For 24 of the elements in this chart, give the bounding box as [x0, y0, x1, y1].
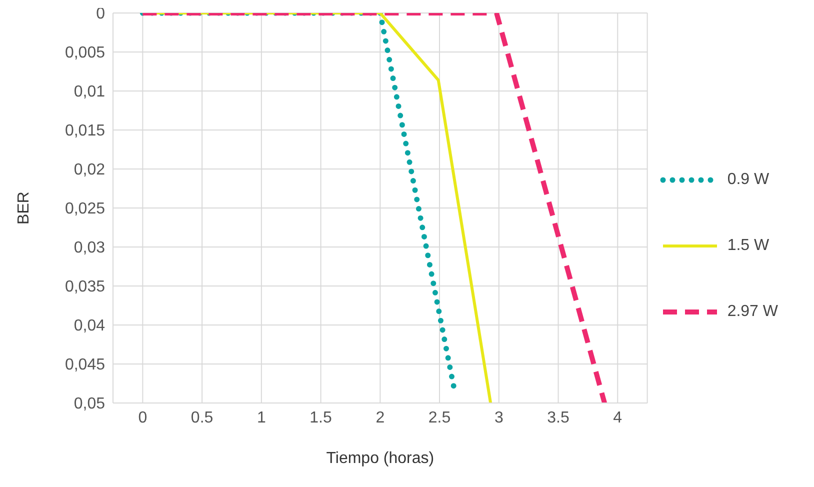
x-tick-label: 2.5 — [428, 409, 451, 426]
x-tick-label: 3 — [494, 409, 504, 426]
legend-label: 1.5 W — [727, 236, 770, 254]
legend-label: 2.97 W — [727, 302, 778, 320]
y-tick-label: 0,02 — [74, 162, 106, 179]
x-tick-label: 1 — [256, 409, 266, 426]
y-tick-label: 0,015 — [64, 122, 106, 140]
x-axis-title: Tiempo (horas) — [326, 450, 434, 467]
y-tick-label: 0,05 — [74, 396, 106, 413]
y-tick-label: 0,03 — [74, 240, 106, 257]
y-axis-title: BER — [16, 192, 33, 224]
legend-label: 0.9 W — [727, 170, 770, 188]
x-tick-label: 0.5 — [190, 409, 214, 426]
y-tick-label: 0,005 — [64, 44, 106, 62]
x-tick-label: 0 — [138, 409, 148, 426]
y-tick-label: 0,04 — [74, 318, 106, 335]
y-tick-label: 0,045 — [64, 356, 106, 374]
y-tick-label: 0,025 — [64, 200, 106, 218]
x-tick-label: 1.5 — [310, 409, 332, 426]
x-tick-label: 4 — [613, 409, 622, 426]
y-tick-label: 0,035 — [64, 278, 106, 296]
x-tick-label: 3.5 — [547, 409, 570, 426]
x-tick-label: 2 — [376, 409, 385, 426]
y-tick-label: 0,01 — [74, 84, 106, 101]
